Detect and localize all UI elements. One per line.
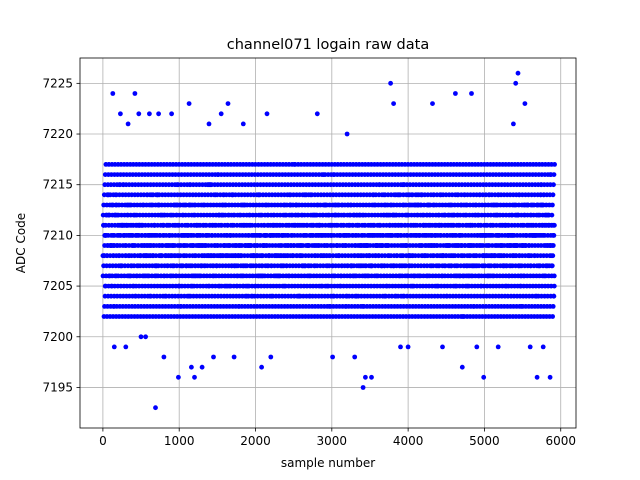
data-point: [550, 304, 556, 309]
outlier-point: [527, 344, 533, 350]
outlier-point: [511, 121, 516, 127]
outlier-point: [398, 344, 403, 350]
data-point: [549, 212, 555, 218]
outlier-point: [189, 364, 194, 370]
outlier-point: [352, 354, 358, 360]
outlier-point: [268, 354, 274, 360]
outlier-point: [225, 101, 231, 106]
outlier-point: [132, 91, 138, 96]
data-point: [552, 222, 557, 228]
outlier-point: [138, 334, 144, 340]
outlier-point: [513, 80, 519, 86]
outlier-point: [118, 111, 123, 117]
outlier-point: [231, 354, 237, 360]
outlier-point: [391, 101, 396, 106]
outlier-point: [474, 344, 480, 350]
x-tick-label: 5000: [469, 434, 500, 448]
outlier-point: [206, 121, 212, 127]
data-point: [551, 293, 557, 299]
outlier-point: [161, 354, 167, 360]
x-tick-label: 6000: [545, 434, 576, 448]
outlier-point: [344, 131, 350, 137]
outlier-point: [369, 374, 374, 380]
y-tick-label: 7210: [42, 228, 73, 242]
y-axis-ticks: 7195 7200 7205 7210 7215 7220 7225: [42, 76, 80, 394]
outlier-point: [259, 364, 264, 370]
data-point: [549, 263, 555, 269]
outlier-point: [240, 121, 246, 127]
outlier-point: [330, 354, 335, 360]
x-axis-label: sample number: [281, 456, 375, 470]
data-points: [100, 70, 557, 411]
outlier-point: [153, 405, 158, 411]
outlier-point: [405, 344, 411, 350]
outlier-point: [218, 111, 224, 117]
outlier-point: [176, 374, 181, 380]
outlier-point: [388, 80, 393, 86]
data-point: [549, 273, 555, 279]
outlier-point: [453, 91, 458, 96]
x-tick-label: 2000: [240, 434, 271, 448]
outlier-point: [111, 344, 117, 350]
outlier-point: [515, 70, 521, 76]
outlier-point: [136, 111, 142, 117]
outlier-point: [156, 111, 162, 117]
y-tick-label: 7220: [42, 127, 73, 141]
y-tick-label: 7200: [42, 330, 73, 344]
y-tick-label: 7215: [42, 178, 73, 192]
data-point: [551, 233, 557, 238]
outlier-point: [147, 111, 152, 117]
outlier-point: [540, 344, 546, 350]
outlier-point: [534, 374, 540, 380]
outlier-point: [547, 374, 553, 380]
data-point: [550, 253, 556, 259]
outlier-point: [211, 354, 216, 360]
y-tick-label: 7225: [42, 76, 73, 90]
outlier-point: [169, 111, 175, 117]
outlier-point: [469, 91, 474, 96]
outlier-point: [264, 111, 270, 117]
data-point: [550, 192, 556, 198]
outlier-point: [440, 344, 445, 350]
outlier-point: [186, 101, 192, 106]
data-point: [550, 243, 556, 248]
outlier-point: [192, 374, 197, 380]
outlier-point: [143, 334, 149, 340]
x-tick-label: 0: [99, 434, 107, 448]
outlier-point: [314, 111, 320, 117]
data-point: [551, 172, 557, 178]
y-axis-label: ADC Code: [14, 213, 28, 273]
chart-title: channel071 logain raw data: [227, 37, 429, 53]
data-point: [550, 202, 555, 208]
outlier-point: [495, 344, 501, 350]
data-point: [550, 314, 555, 319]
outlier-point: [125, 121, 131, 127]
outlier-point: [363, 374, 368, 380]
outlier-point: [110, 91, 116, 96]
outlier-point: [459, 364, 465, 370]
outlier-point: [360, 385, 366, 390]
outlier-point: [199, 364, 205, 370]
outlier-point: [123, 344, 129, 350]
outlier-point: [430, 101, 435, 106]
data-point: [551, 283, 557, 289]
data-point: [552, 162, 557, 167]
plot-frame: [79, 57, 577, 429]
y-tick-label: 7205: [42, 279, 73, 293]
x-tick-label: 1000: [164, 434, 195, 448]
y-tick-label: 7195: [42, 380, 73, 394]
data-point: [551, 182, 556, 188]
x-tick-label: 4000: [393, 434, 424, 448]
outlier-point: [522, 101, 528, 106]
x-tick-label: 3000: [317, 434, 348, 448]
outlier-point: [481, 374, 487, 380]
x-axis-ticks: 0 1000 2000 3000 4000 5000 6000: [99, 428, 576, 448]
